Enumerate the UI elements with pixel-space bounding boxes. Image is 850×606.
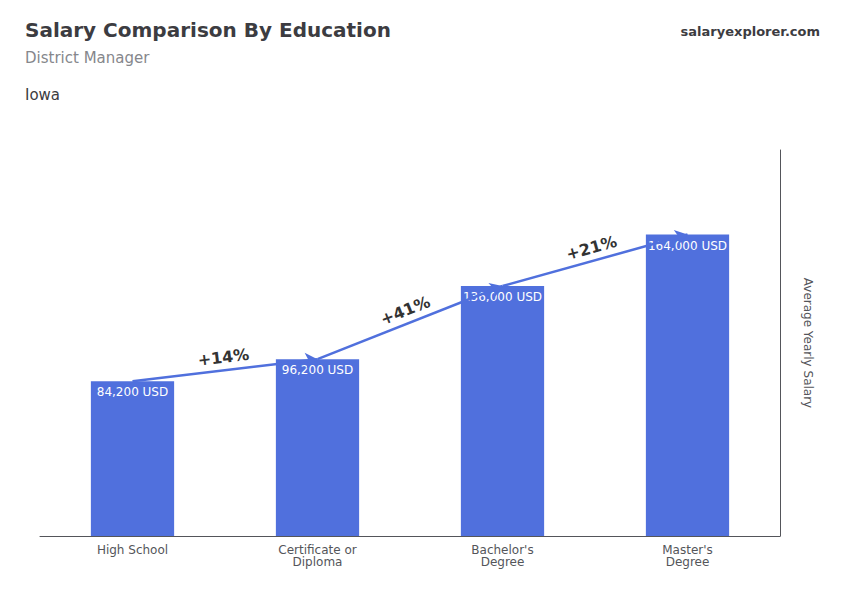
svg-text:+14%: +14% [197,345,251,370]
svg-text:High School: High School [97,543,168,557]
svg-text:Master's: Master's [662,543,713,557]
svg-text:Certificate or: Certificate or [278,543,357,557]
svg-text:Bachelor's: Bachelor's [471,543,534,557]
svg-text:Salary Comparison By Education: Salary Comparison By Education [25,18,391,42]
svg-text:District Manager: District Manager [25,49,150,67]
svg-text:136,000 USD: 136,000 USD [463,290,542,304]
svg-text:+41%: +41% [378,292,433,329]
svg-text:Diploma: Diploma [293,555,343,569]
svg-text:Average Yearly Salary: Average Yearly Salary [801,278,815,408]
svg-text:96,200 USD: 96,200 USD [282,363,353,377]
svg-text:salaryexplorer.com: salaryexplorer.com [681,24,820,39]
svg-text:84,200 USD: 84,200 USD [97,385,168,399]
svg-text:Degree: Degree [481,555,525,569]
svg-text:+21%: +21% [564,232,619,264]
svg-text:Degree: Degree [666,555,710,569]
svg-text:Iowa: Iowa [25,86,60,104]
svg-text:164,000 USD: 164,000 USD [648,239,727,253]
